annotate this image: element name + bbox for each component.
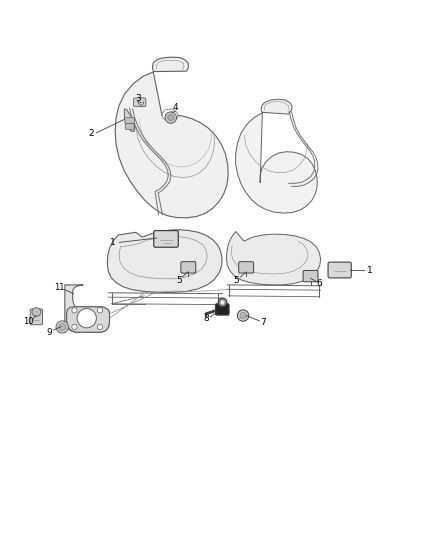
Text: 5: 5 [176,276,182,285]
Circle shape [59,324,66,330]
Circle shape [220,300,225,304]
FancyBboxPatch shape [125,124,134,130]
Circle shape [72,324,77,329]
Circle shape [32,308,41,317]
FancyBboxPatch shape [181,262,196,273]
Circle shape [168,115,174,120]
Text: 1: 1 [367,266,373,275]
Text: 7: 7 [260,318,266,327]
Polygon shape [152,57,188,71]
Polygon shape [65,285,110,332]
Polygon shape [67,307,110,332]
Text: 5: 5 [233,276,240,285]
Polygon shape [162,109,178,122]
Polygon shape [236,113,317,213]
Circle shape [97,324,102,329]
FancyBboxPatch shape [125,118,134,124]
Text: 6: 6 [317,279,323,288]
Polygon shape [261,99,292,114]
Text: 4: 4 [173,103,178,112]
Polygon shape [107,230,222,292]
Polygon shape [124,109,135,132]
Text: 11: 11 [54,283,65,292]
FancyBboxPatch shape [239,262,254,273]
Circle shape [77,309,96,328]
Text: 2: 2 [88,130,94,138]
FancyBboxPatch shape [154,231,178,247]
Text: 8: 8 [204,314,210,323]
Text: 9: 9 [46,328,52,337]
Circle shape [240,312,246,319]
FancyBboxPatch shape [328,262,351,278]
Polygon shape [226,231,321,285]
Circle shape [72,308,77,313]
Circle shape [218,298,227,307]
Circle shape [56,321,68,333]
Text: 10: 10 [23,317,34,326]
Circle shape [237,310,249,321]
FancyBboxPatch shape [215,304,229,315]
FancyBboxPatch shape [134,98,146,107]
Text: 3: 3 [135,94,141,103]
FancyBboxPatch shape [30,309,42,325]
Circle shape [165,112,177,123]
Polygon shape [115,72,228,218]
FancyBboxPatch shape [303,270,318,282]
Text: 1: 1 [110,238,116,247]
Circle shape [97,308,102,313]
